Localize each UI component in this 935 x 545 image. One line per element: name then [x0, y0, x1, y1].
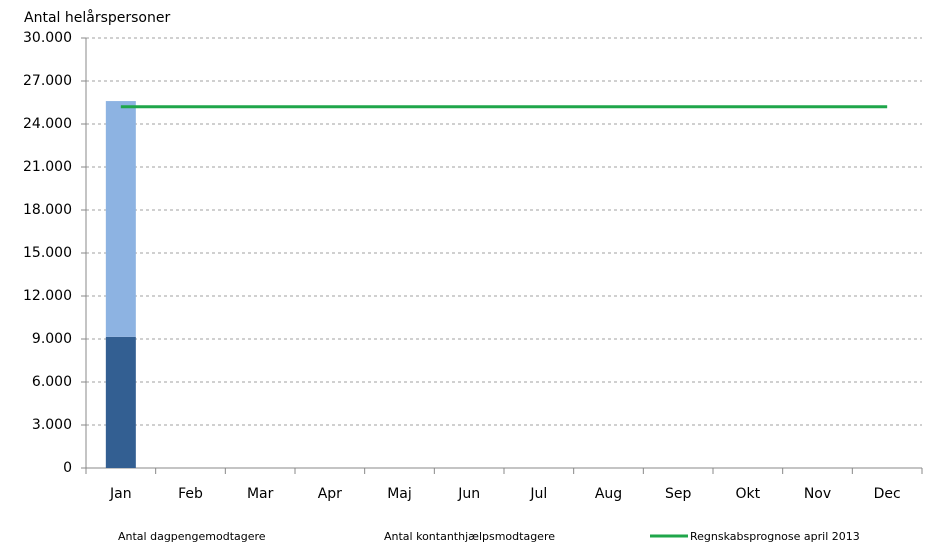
x-tick-label: Nov	[804, 486, 831, 502]
x-tick-label: Jan	[109, 486, 132, 502]
y-tick-label: 12.000	[23, 288, 72, 304]
legend-label: Regnskabsprognose april 2013	[690, 530, 860, 543]
legend-label: Antal dagpengemodtagere	[118, 530, 266, 543]
x-tick-label: Aug	[595, 486, 622, 502]
bar-segment	[105, 336, 136, 468]
y-tick-label: 3.000	[32, 417, 72, 433]
x-tick-label: Jul	[529, 486, 547, 502]
y-tick-label: 9.000	[32, 331, 72, 347]
y-tick-label: 0	[63, 460, 72, 476]
x-tick-label: Sep	[665, 486, 692, 502]
y-tick-label: 15.000	[23, 245, 72, 261]
x-tick-label: Apr	[318, 486, 342, 502]
y-axis-title: Antal helårspersoner	[24, 9, 170, 26]
y-tick-label: 6.000	[32, 374, 72, 390]
x-tick-label: Dec	[874, 486, 901, 502]
x-tick-label: Okt	[736, 486, 761, 502]
y-tick-label: 30.000	[23, 30, 72, 46]
x-tick-label: Mar	[247, 486, 274, 502]
bar-segment	[105, 101, 136, 337]
x-tick-label: Jun	[457, 486, 480, 502]
y-tick-label: 27.000	[23, 73, 72, 89]
x-tick-label: Maj	[387, 486, 412, 502]
y-tick-label: 18.000	[23, 202, 72, 218]
x-tick-label: Feb	[178, 486, 203, 502]
y-tick-label: 24.000	[23, 116, 72, 132]
legend-label: Antal kontanthjælpsmodtagere	[384, 530, 555, 543]
y-tick-label: 21.000	[23, 159, 72, 175]
